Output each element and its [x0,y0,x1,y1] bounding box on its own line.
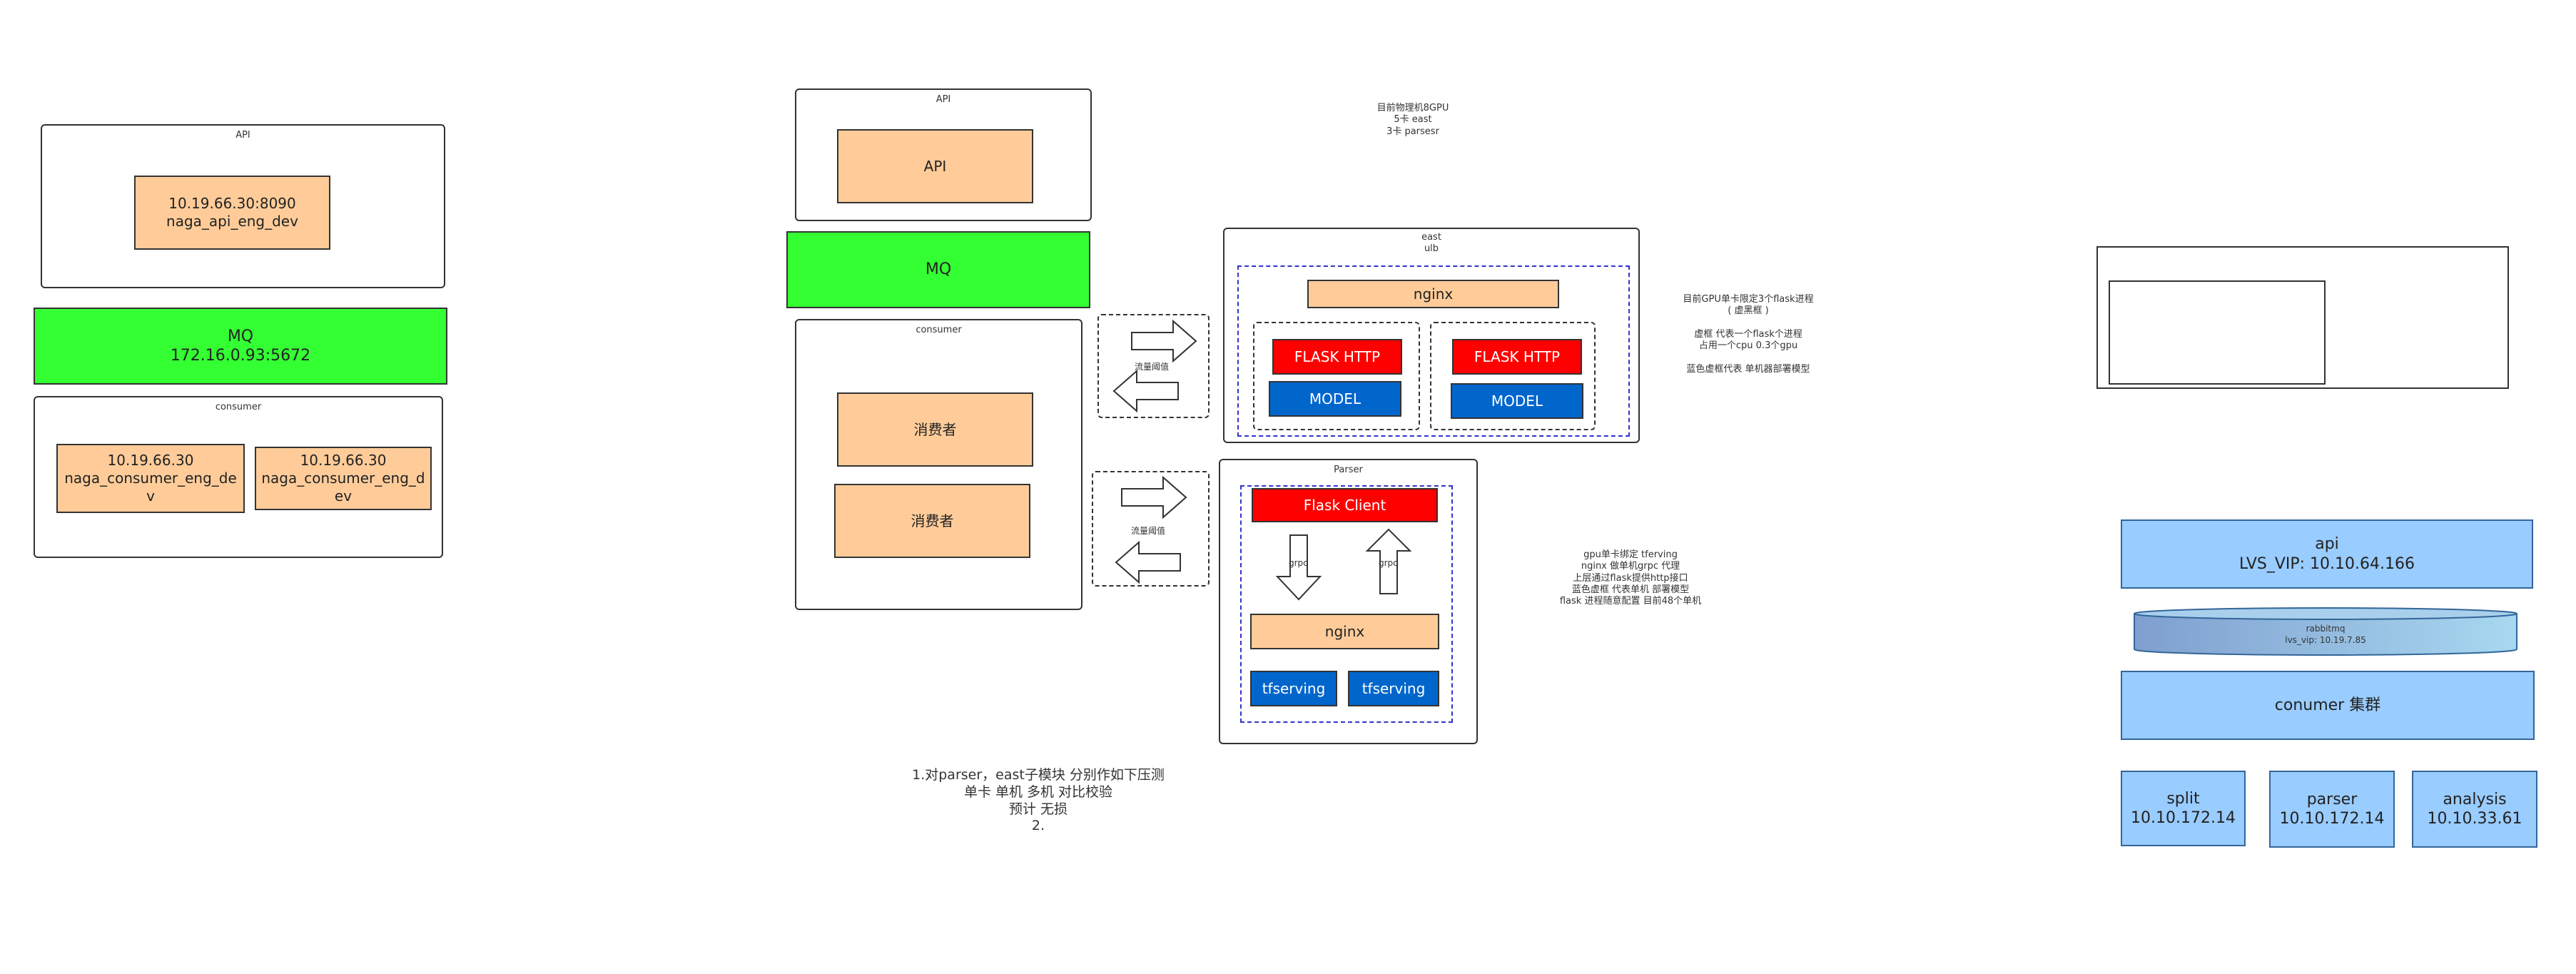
empty-inner-box [2109,280,2326,385]
parser-nginx-box: nginx [1250,614,1439,649]
parser-tfserving-1: tfserving [1250,671,1337,706]
analysis-box: analysis 10.10.33.61 [2412,771,2537,848]
rabbitmq-label: rabbitmq [2306,624,2346,634]
rabbitmq-vip: lvs_vip: 10.19.7.85 [2285,635,2366,645]
mid-consumer-frame-title: consumer [916,325,962,335]
mid-consumer-box-1: 消费者 [837,392,1033,467]
east-model-2: MODEL [1451,383,1583,419]
left-consumer-box-1: 10.19.66.30 naga_consumer_eng_de v [56,444,245,513]
parser-frame-title: Parser [1334,465,1363,475]
parser-machine-box [1240,485,1453,723]
east-flask-process-2 [1430,322,1596,430]
split-box: split 10.10.172.14 [2121,771,2246,846]
grpc-down-label: grpc [1289,558,1308,568]
mid-api-frame-title: API [935,94,951,105]
empty-outer-box [2096,246,2509,389]
left-api-box: 10.19.66.30:8090 naga_api_eng_dev [134,176,330,250]
parser-arrow-label: 流量阈值 [1131,526,1166,536]
east-arrow-label: 流量阈值 [1135,362,1170,372]
east-note: 目前GPU单卡限定3个flask进程 ( 虚黑框 ) 虚框 代表一个flask个… [1683,294,1814,375]
mid-consumer-box-2: 消费者 [834,484,1030,558]
left-consumer-box-2: 10.19.66.30 naga_consumer_eng_d ev [255,447,432,510]
parser-flask-client: Flask Client [1252,488,1438,522]
right-arrow-icon [1121,475,1187,519]
rabbitmq-cylinder: rabbitmq lvs_vip: 10.19.7.85 [2133,607,2518,656]
right-api-box: api LVS_VIP: 10.10.64.166 [2121,519,2533,589]
mid-api-box: API [837,129,1033,203]
east-arrow-group [1097,314,1210,418]
right-arrow-icon [1131,319,1197,363]
left-arrow-icon [1115,540,1181,584]
left-api-frame-title: API [235,130,250,141]
plan-note: 1.对parser，east子模块 分别作如下压测 单卡 单机 多机 对比校验 … [912,767,1165,834]
east-flask-process-1 [1253,322,1420,430]
east-flask-http-1: FLASK HTTP [1272,339,1402,375]
mid-mq-box: MQ [786,231,1090,308]
east-nginx-box: nginx [1307,280,1559,308]
east-frame-title: east ulb [1421,232,1441,255]
grpc-up-label: grpc [1379,558,1398,568]
parser-arrow-group [1092,471,1210,587]
east-model-1: MODEL [1269,381,1401,417]
east-flask-http-2: FLASK HTTP [1452,339,1582,375]
consumer-cluster-box: conumer 集群 [2121,671,2535,740]
grpc-up-arrow-icon [1365,528,1412,594]
left-arrow-icon [1112,369,1179,413]
gpu-note: 目前物理机8GPU 5卡 east 3卡 parsesr [1376,103,1449,137]
cylinder-icon [2134,607,2517,656]
parser-tfserving-2: tfserving [1348,671,1439,706]
parser-note: gpu单卡绑定 tferving nginx 做单机grpc 代理 上层通过fl… [1559,549,1702,607]
parser-service-box: parser 10.10.172.14 [2269,771,2395,848]
grpc-down-arrow-icon [1275,534,1322,601]
left-consumer-frame-title: consumer [215,402,262,412]
left-mq-box: MQ 172.16.0.93:5672 [34,308,447,385]
east-machine-box [1237,265,1630,437]
